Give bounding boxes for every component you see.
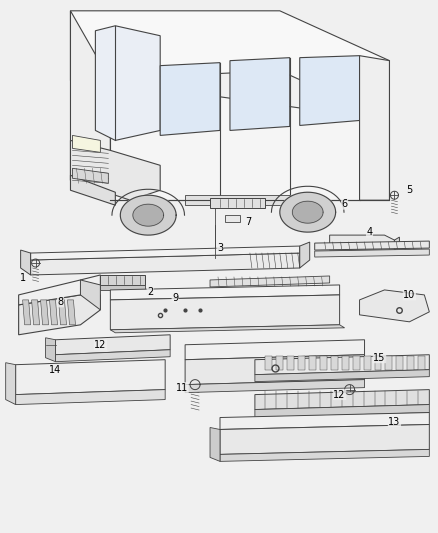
Polygon shape [230,58,290,131]
Text: 6: 6 [342,199,348,209]
Polygon shape [331,356,338,370]
Polygon shape [280,192,336,232]
Polygon shape [110,285,339,300]
Polygon shape [23,300,31,325]
Polygon shape [46,338,56,362]
Text: 9: 9 [172,293,178,303]
Polygon shape [95,26,160,140]
Polygon shape [298,356,305,370]
Polygon shape [21,250,31,275]
Polygon shape [210,276,330,287]
Polygon shape [255,405,429,417]
Polygon shape [276,356,283,370]
Text: 15: 15 [373,353,386,363]
Polygon shape [330,235,395,250]
Polygon shape [19,295,100,335]
Polygon shape [6,362,16,405]
Polygon shape [353,356,360,370]
Polygon shape [110,80,389,200]
Polygon shape [395,237,399,250]
Polygon shape [71,11,110,200]
Polygon shape [407,356,414,370]
Polygon shape [16,390,165,405]
Polygon shape [71,140,160,200]
Polygon shape [185,355,364,385]
Polygon shape [100,275,145,285]
Polygon shape [300,242,310,268]
Polygon shape [31,253,300,275]
Polygon shape [293,201,323,223]
Polygon shape [300,55,360,125]
Polygon shape [255,390,429,409]
Polygon shape [396,356,403,370]
Polygon shape [225,215,240,222]
Polygon shape [49,300,57,325]
Polygon shape [160,63,220,135]
Polygon shape [374,356,381,370]
Polygon shape [19,275,100,305]
Polygon shape [360,55,389,200]
Polygon shape [31,246,300,260]
Polygon shape [364,356,371,370]
Polygon shape [220,413,429,430]
Text: 5: 5 [406,185,413,195]
Text: 8: 8 [57,297,64,307]
Polygon shape [385,356,392,370]
Polygon shape [220,449,429,462]
Polygon shape [342,356,349,370]
Polygon shape [287,356,294,370]
Polygon shape [309,356,316,370]
Text: 4: 4 [367,227,373,237]
Polygon shape [133,204,163,226]
Polygon shape [32,300,39,325]
Polygon shape [71,11,389,120]
Text: 1: 1 [20,273,26,283]
Polygon shape [255,370,429,382]
Polygon shape [418,356,425,370]
Polygon shape [16,360,165,394]
Polygon shape [185,379,364,393]
Polygon shape [220,424,429,455]
Text: 13: 13 [389,416,401,426]
Text: 10: 10 [403,290,416,300]
Polygon shape [110,295,339,330]
Text: 2: 2 [147,287,153,297]
Polygon shape [67,300,75,325]
Polygon shape [71,175,115,205]
Polygon shape [314,249,429,257]
Text: 7: 7 [245,217,251,227]
Polygon shape [255,355,429,375]
Polygon shape [59,300,67,325]
Polygon shape [185,340,364,360]
Polygon shape [314,241,429,250]
Polygon shape [210,198,265,208]
Polygon shape [360,290,429,322]
Polygon shape [72,135,100,152]
Polygon shape [185,195,310,205]
Text: 11: 11 [176,383,188,393]
Polygon shape [81,280,100,310]
Polygon shape [72,168,108,183]
Polygon shape [56,350,170,362]
Polygon shape [265,356,272,370]
Polygon shape [320,356,327,370]
Polygon shape [210,427,220,462]
Polygon shape [41,300,49,325]
Polygon shape [110,325,345,333]
Polygon shape [56,335,170,355]
Text: 12: 12 [94,340,106,350]
Polygon shape [100,285,145,290]
Text: 3: 3 [217,243,223,253]
Polygon shape [120,195,176,235]
Text: 14: 14 [49,365,62,375]
Text: 12: 12 [333,390,346,400]
